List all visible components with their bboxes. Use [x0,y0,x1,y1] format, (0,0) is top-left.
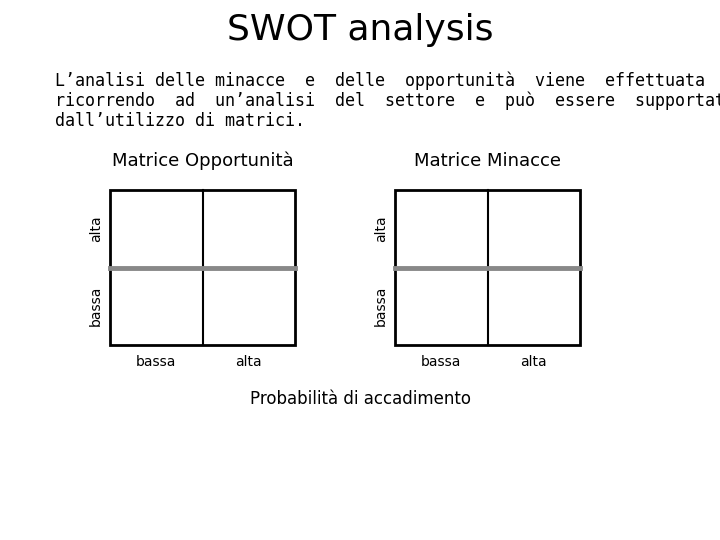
Text: ricorrendo  ad  un’analisi  del  settore  e  può  essere  supportato: ricorrendo ad un’analisi del settore e p… [55,92,720,111]
Text: bassa: bassa [374,286,388,327]
Text: alta: alta [235,355,262,369]
Text: L’analisi delle minacce  e  delle  opportunità  viene  effettuata: L’analisi delle minacce e delle opportun… [55,72,705,91]
Text: Matrice Minacce: Matrice Minacce [414,152,561,170]
Text: alta: alta [521,355,547,369]
Text: bassa: bassa [421,355,462,369]
Bar [395,190,580,345]
Text: dall’utilizzo di matrici.: dall’utilizzo di matrici. [55,112,305,130]
Text: Matrice Opportunità: Matrice Opportunità [112,152,293,170]
Text: Probabilità di accadimento: Probabilità di accadimento [250,390,470,408]
Text: bassa: bassa [89,286,103,327]
Text: SWOT analysis: SWOT analysis [227,13,493,47]
Text: alta: alta [374,215,388,242]
Text: bassa: bassa [136,355,176,369]
Bar [110,190,295,345]
Text: alta: alta [89,215,103,242]
